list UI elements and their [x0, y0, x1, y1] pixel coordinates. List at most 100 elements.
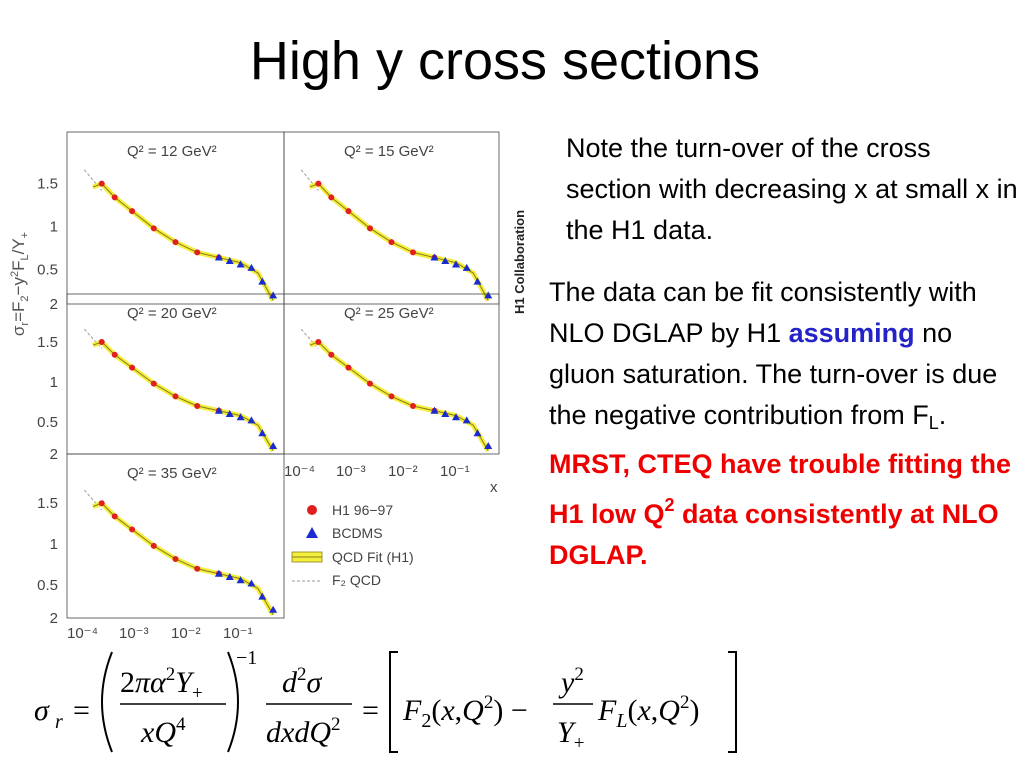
panel-label: Q² = 25 GeV² [344, 305, 434, 322]
note-turnover: Note the turn-over of the cross section … [566, 133, 1018, 245]
legend-h1-marker [307, 505, 317, 515]
y-tick-label: 1 [50, 374, 58, 391]
h1-point [388, 393, 395, 400]
formula-rbracket [728, 651, 737, 753]
panel-label: Q² = 12 GeV² [127, 143, 217, 160]
formula-lbracket [389, 651, 398, 753]
panel-label: Q² = 35 GeV² [127, 465, 217, 482]
bcdms-point [214, 569, 223, 577]
note-red-tail: data consistently at NLO DGLAP. [549, 499, 999, 570]
x-tick-label: 10⁻¹ [440, 463, 470, 480]
bcdms-point [452, 260, 460, 268]
bcdms-point [462, 263, 471, 271]
h1-point [367, 225, 373, 232]
y-tick-label: 0.5 [37, 414, 58, 431]
bcdms-point [225, 257, 234, 264]
bcdms-point [269, 605, 278, 613]
legend-fit-label: QCD Fit (H1) [332, 549, 414, 565]
formula-rparen [227, 651, 239, 753]
bcdms-point [462, 416, 471, 424]
h1-point [345, 364, 352, 371]
qcd-fit-line [92, 183, 274, 301]
bcdms-point [236, 576, 245, 584]
formula-lparen [101, 651, 113, 753]
formula-den1: xQ4 [140, 714, 186, 749]
note-assuming: assuming [788, 318, 915, 348]
h1-point [129, 526, 136, 533]
y-tick-label: 1.5 [37, 495, 58, 512]
note-red-main: MRST, CTEQ have trouble fitting the H1 l… [549, 449, 1012, 529]
formula-num1: 2πα2Y+ [120, 664, 203, 704]
note-red-text: MRST, CTEQ have trouble fitting the H1 l… [549, 449, 1011, 570]
formula-sigma: σ [34, 694, 50, 727]
formula-eq2: = [362, 694, 379, 727]
bcdms-point [258, 592, 267, 600]
bcdms-point [484, 291, 493, 299]
h1-point [194, 565, 201, 572]
bcdms-point [247, 579, 256, 587]
y-tick-label: 1.5 [37, 176, 58, 193]
y-tick-label: 2 [50, 296, 58, 313]
panel-frame [66, 453, 285, 619]
h1-point [315, 339, 322, 345]
panel-frame [283, 293, 500, 455]
slide-title: High y cross sections [249, 31, 761, 91]
formula-y2: y2 [558, 664, 584, 699]
x-tick-label: 10⁻³ [119, 625, 149, 642]
legend: H1 96−97 BCDMS QCD Fit (H1) F₂ QCD [291, 502, 414, 588]
x-axis-label: x [490, 479, 498, 496]
note-period: . [938, 400, 947, 430]
h1-point [345, 208, 352, 215]
h1-cross-section-figure: σr=F2−y2FL/Y+ Q² = 12 GeV² Q² = 15 GeV²Q²… [9, 131, 527, 642]
h1-point [172, 239, 179, 246]
y-tick-label: 1 [50, 536, 58, 553]
qcd-fit-line [92, 502, 274, 615]
y-tick-label: 1 [50, 219, 58, 236]
h1-point [410, 403, 416, 409]
y-tick-label: 0.5 [37, 262, 58, 279]
panel-frame [283, 131, 500, 305]
bcdms-point [473, 277, 482, 285]
h1-point [111, 513, 118, 520]
bcdms-point [430, 406, 439, 414]
legend-f2-label: F₂ QCD [332, 572, 381, 588]
h1-point [194, 249, 201, 256]
bcdms-point [484, 442, 493, 449]
bcdms-point [247, 416, 256, 424]
h1-point [172, 393, 179, 400]
x-tick-label: 10⁻⁴ [67, 625, 98, 642]
bcdms-point [225, 573, 234, 580]
h1-point [367, 380, 373, 387]
f2-qcd-line [300, 169, 319, 191]
bcdms-point [258, 429, 267, 437]
bcdms-point [236, 260, 245, 268]
bcdms-point [269, 442, 278, 449]
bcdms-point [441, 410, 450, 417]
bcdms-point [269, 291, 278, 299]
h1-point [129, 208, 136, 215]
h1-point [129, 364, 136, 371]
note-red-sup: 2 [664, 495, 675, 515]
bcdms-point [236, 413, 245, 421]
bcdms-point [214, 406, 223, 414]
h1-point [410, 249, 416, 256]
y-axis-title: σr=F2−y2FL/Y+ [9, 232, 31, 336]
y-tick-label: 2 [50, 446, 58, 463]
panel-label: Q² = 20 GeV² [127, 305, 217, 322]
h1-point [172, 555, 179, 562]
bcdms-point [441, 257, 450, 264]
formula-den2: dxdQ2 [266, 714, 340, 749]
formula-yplus: Y+ [557, 716, 584, 754]
note-part1: The data can be fit consistently with NL… [549, 277, 977, 348]
formula-fl: FL(x,Q2) [597, 692, 699, 732]
note-part2: no gluon saturation. The turn-over is du… [549, 318, 998, 430]
h1-point [98, 339, 105, 345]
formula-sigma-sub: r [55, 711, 63, 733]
h1-point [150, 225, 157, 232]
h1-point [194, 403, 201, 409]
cross-section-formula: σ r = 2πα2Y+ xQ4 −1 d2σ dxdQ2 = F2(x,Q2)… [34, 647, 737, 754]
bcdms-point [247, 263, 256, 271]
formula-num2: d2σ [282, 664, 323, 699]
bcdms-point [430, 253, 439, 261]
h1-point [111, 351, 118, 358]
